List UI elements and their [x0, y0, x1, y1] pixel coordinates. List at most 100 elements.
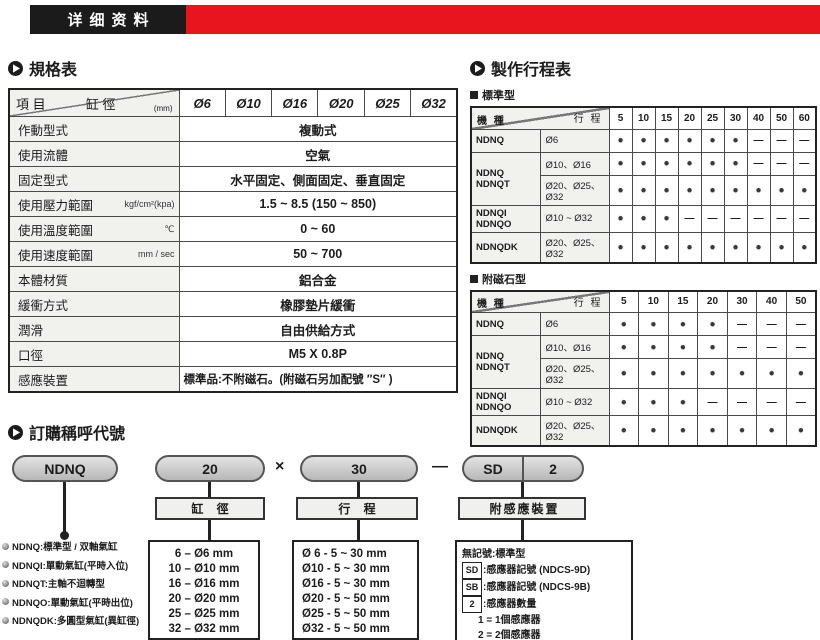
available-dot: ●	[608, 128, 633, 153]
available-dot: ●	[677, 174, 702, 206]
stroke-label-box: 行 程	[296, 497, 418, 520]
available-dot: ●	[726, 415, 758, 447]
available-dot: ●	[785, 358, 817, 389]
connector-line	[63, 482, 66, 534]
stroke-column-header: 15	[667, 290, 699, 313]
order-code-model-pill: NDNQ	[12, 455, 118, 482]
available-dot: ●	[667, 312, 699, 336]
spec-row-label: 使用溫度範圍 ℃	[8, 216, 180, 242]
spec-row-label-text: 使用溫度範圍	[18, 223, 94, 238]
not-available-dash: —	[723, 204, 748, 233]
sensor-option-code: SB	[462, 579, 482, 596]
available-dot: ●	[700, 174, 725, 206]
header-red-bar	[186, 5, 820, 34]
order-code-bore-pill: 20	[155, 455, 265, 482]
section-marker-icon	[8, 424, 23, 440]
spec-corner-right: 缸 徑	[85, 96, 116, 112]
sensor-option-desc: :感應器記號 (NDCS-9D)	[483, 565, 591, 576]
stroke-column-header: 50	[785, 290, 817, 313]
stroke-header-row: 行 程 機 種 5 10 15 20 30 40 50	[470, 290, 817, 313]
available-dot: ●	[631, 128, 656, 153]
spec-row-value: 50 ~ 700	[178, 241, 458, 267]
stroke-column-header: 20	[697, 290, 728, 313]
model-note-text: NDNQ:標準型 / 双軸氣缸	[12, 542, 118, 553]
not-available-dash: —	[700, 204, 725, 233]
model-note: NDNQDK:多圓型氣缸(異缸徑)	[2, 613, 148, 627]
stroke-model-cell: NDNQDK	[470, 231, 541, 263]
not-available-dash: —	[746, 204, 771, 233]
not-available-dash: —	[746, 128, 771, 153]
stroke-column-header: 5	[608, 290, 640, 313]
available-dot: ●	[638, 312, 669, 336]
spec-row: 使用溫度範圍 ℃ 0 ~ 60	[8, 216, 458, 242]
stroke-model-cell: NDNQ	[470, 128, 541, 153]
model-note: NDNQT:主軸不迴轉型	[2, 576, 148, 590]
stroke-corner-left: 機 種	[477, 299, 506, 310]
available-dot: ●	[638, 388, 669, 416]
stroke-bore-cell: Ø6	[539, 312, 610, 336]
not-available-dash: —	[746, 151, 771, 176]
available-dot: ●	[638, 415, 669, 447]
order-code-stroke-pill: 30	[300, 455, 418, 482]
spec-corner-left: 項 目	[16, 96, 46, 112]
stroke-row: NDNQI NDNQO Ø10 ~ Ø32 ● ● ● — — — — — —	[470, 204, 817, 233]
available-dot: ●	[726, 358, 758, 389]
stroke-model-cell: NDNQDK	[470, 415, 541, 447]
stroke-row: NDNQDK Ø20、Ø25、Ø32 ● ● ● ● ● ● ● ● ●	[470, 231, 817, 263]
spec-row-label-text: 口徑	[18, 348, 44, 363]
stroke-table: 行 程機 種 5 10 15 20 25 30 40 50 60 NDNQ Ø6 ● ● ● ● ● ● — — — ND…	[470, 106, 817, 264]
not-available-dash: —	[769, 204, 794, 233]
stroke-option: Ø16 - 5 ~ 30 mm	[302, 578, 390, 590]
sensor-label-box: 附感應裝置	[458, 497, 586, 520]
stroke-bore-cell: Ø10、Ø16	[539, 335, 610, 359]
available-dot: ●	[667, 335, 699, 359]
stroke-row: NDNQ NDNQT Ø10、Ø16 ● ● ● ● — — —	[470, 335, 817, 389]
stroke-corner-left: 機 種	[477, 115, 506, 127]
spec-row-label: 緩衝方式	[8, 291, 180, 317]
spec-section-title: 規格表	[8, 56, 460, 80]
ordering-section-title: 訂購稱呼代號	[8, 420, 125, 444]
spec-row-unit: kgf/cm²(kpa)	[124, 199, 175, 209]
stroke-column-header: 5	[608, 106, 633, 130]
available-dot: ●	[608, 335, 640, 359]
model-notes-list: NDNQ:標準型 / 双軸氣缸 NDNQI:單動氣缸(平時入位) NDNQT:主軸不…	[2, 539, 148, 632]
available-dot: ●	[654, 151, 679, 176]
stroke-title-text: 製作行程表	[491, 62, 572, 79]
stroke-bore-cell: Ø10 ~ Ø32	[539, 204, 610, 233]
model-note: NDNQO:單動氣缸(平時出位)	[2, 595, 148, 609]
connector-end-dot	[60, 531, 69, 540]
not-available-dash: —	[677, 204, 702, 233]
sensor-qty-code: 2	[522, 457, 582, 480]
spec-column-header: Ø6	[178, 88, 226, 117]
available-dot: ●	[700, 151, 725, 176]
available-dot: ●	[667, 415, 699, 447]
sensor-option-code: SD	[462, 562, 482, 579]
not-available-dash: —	[792, 151, 817, 176]
not-available-dash: —	[792, 204, 817, 233]
not-available-dash: —	[726, 312, 758, 336]
bullet-icon	[2, 579, 9, 587]
spec-row-value: 橡膠墊片緩衝	[178, 291, 458, 317]
spec-row-value: 1.5 ~ 8.5 (150 ~ 850)	[178, 191, 458, 217]
bore-label-box: 缸 徑	[155, 497, 265, 520]
connector-line	[357, 520, 360, 540]
available-dot: ●	[697, 312, 728, 336]
spec-row-unit: mm / sec	[137, 249, 175, 259]
available-dot: ●	[667, 388, 699, 416]
spec-row-label: 作動型式	[8, 116, 180, 142]
not-available-dash: —	[756, 312, 787, 336]
bore-options-box: 6 – Ø6 mm 10 – Ø10 mm 16 – Ø16 mm 20 – Ø20 …	[148, 540, 260, 640]
spec-row-value: 自由供給方式	[178, 316, 458, 342]
section-marker-icon	[470, 60, 485, 76]
stroke-bore-cell: Ø10、Ø16	[539, 151, 610, 176]
stroke-bore-cell: Ø6	[539, 128, 610, 153]
stroke-option: Ø20 - 5 ~ 50 mm	[302, 593, 390, 605]
available-dot: ●	[700, 128, 725, 153]
model-code: NDNQ	[44, 460, 86, 477]
stroke-row: NDNQ NDNQT Ø10、Ø16 ● ● ● ● ● ● — — —	[470, 151, 817, 206]
available-dot: ●	[792, 231, 817, 263]
sensor-qty-note: 2 = 2個感應器	[478, 630, 541, 640]
spec-row: 潤滑 自由供給方式	[8, 316, 458, 342]
section-marker-icon	[8, 60, 23, 76]
available-dot: ●	[608, 204, 633, 233]
